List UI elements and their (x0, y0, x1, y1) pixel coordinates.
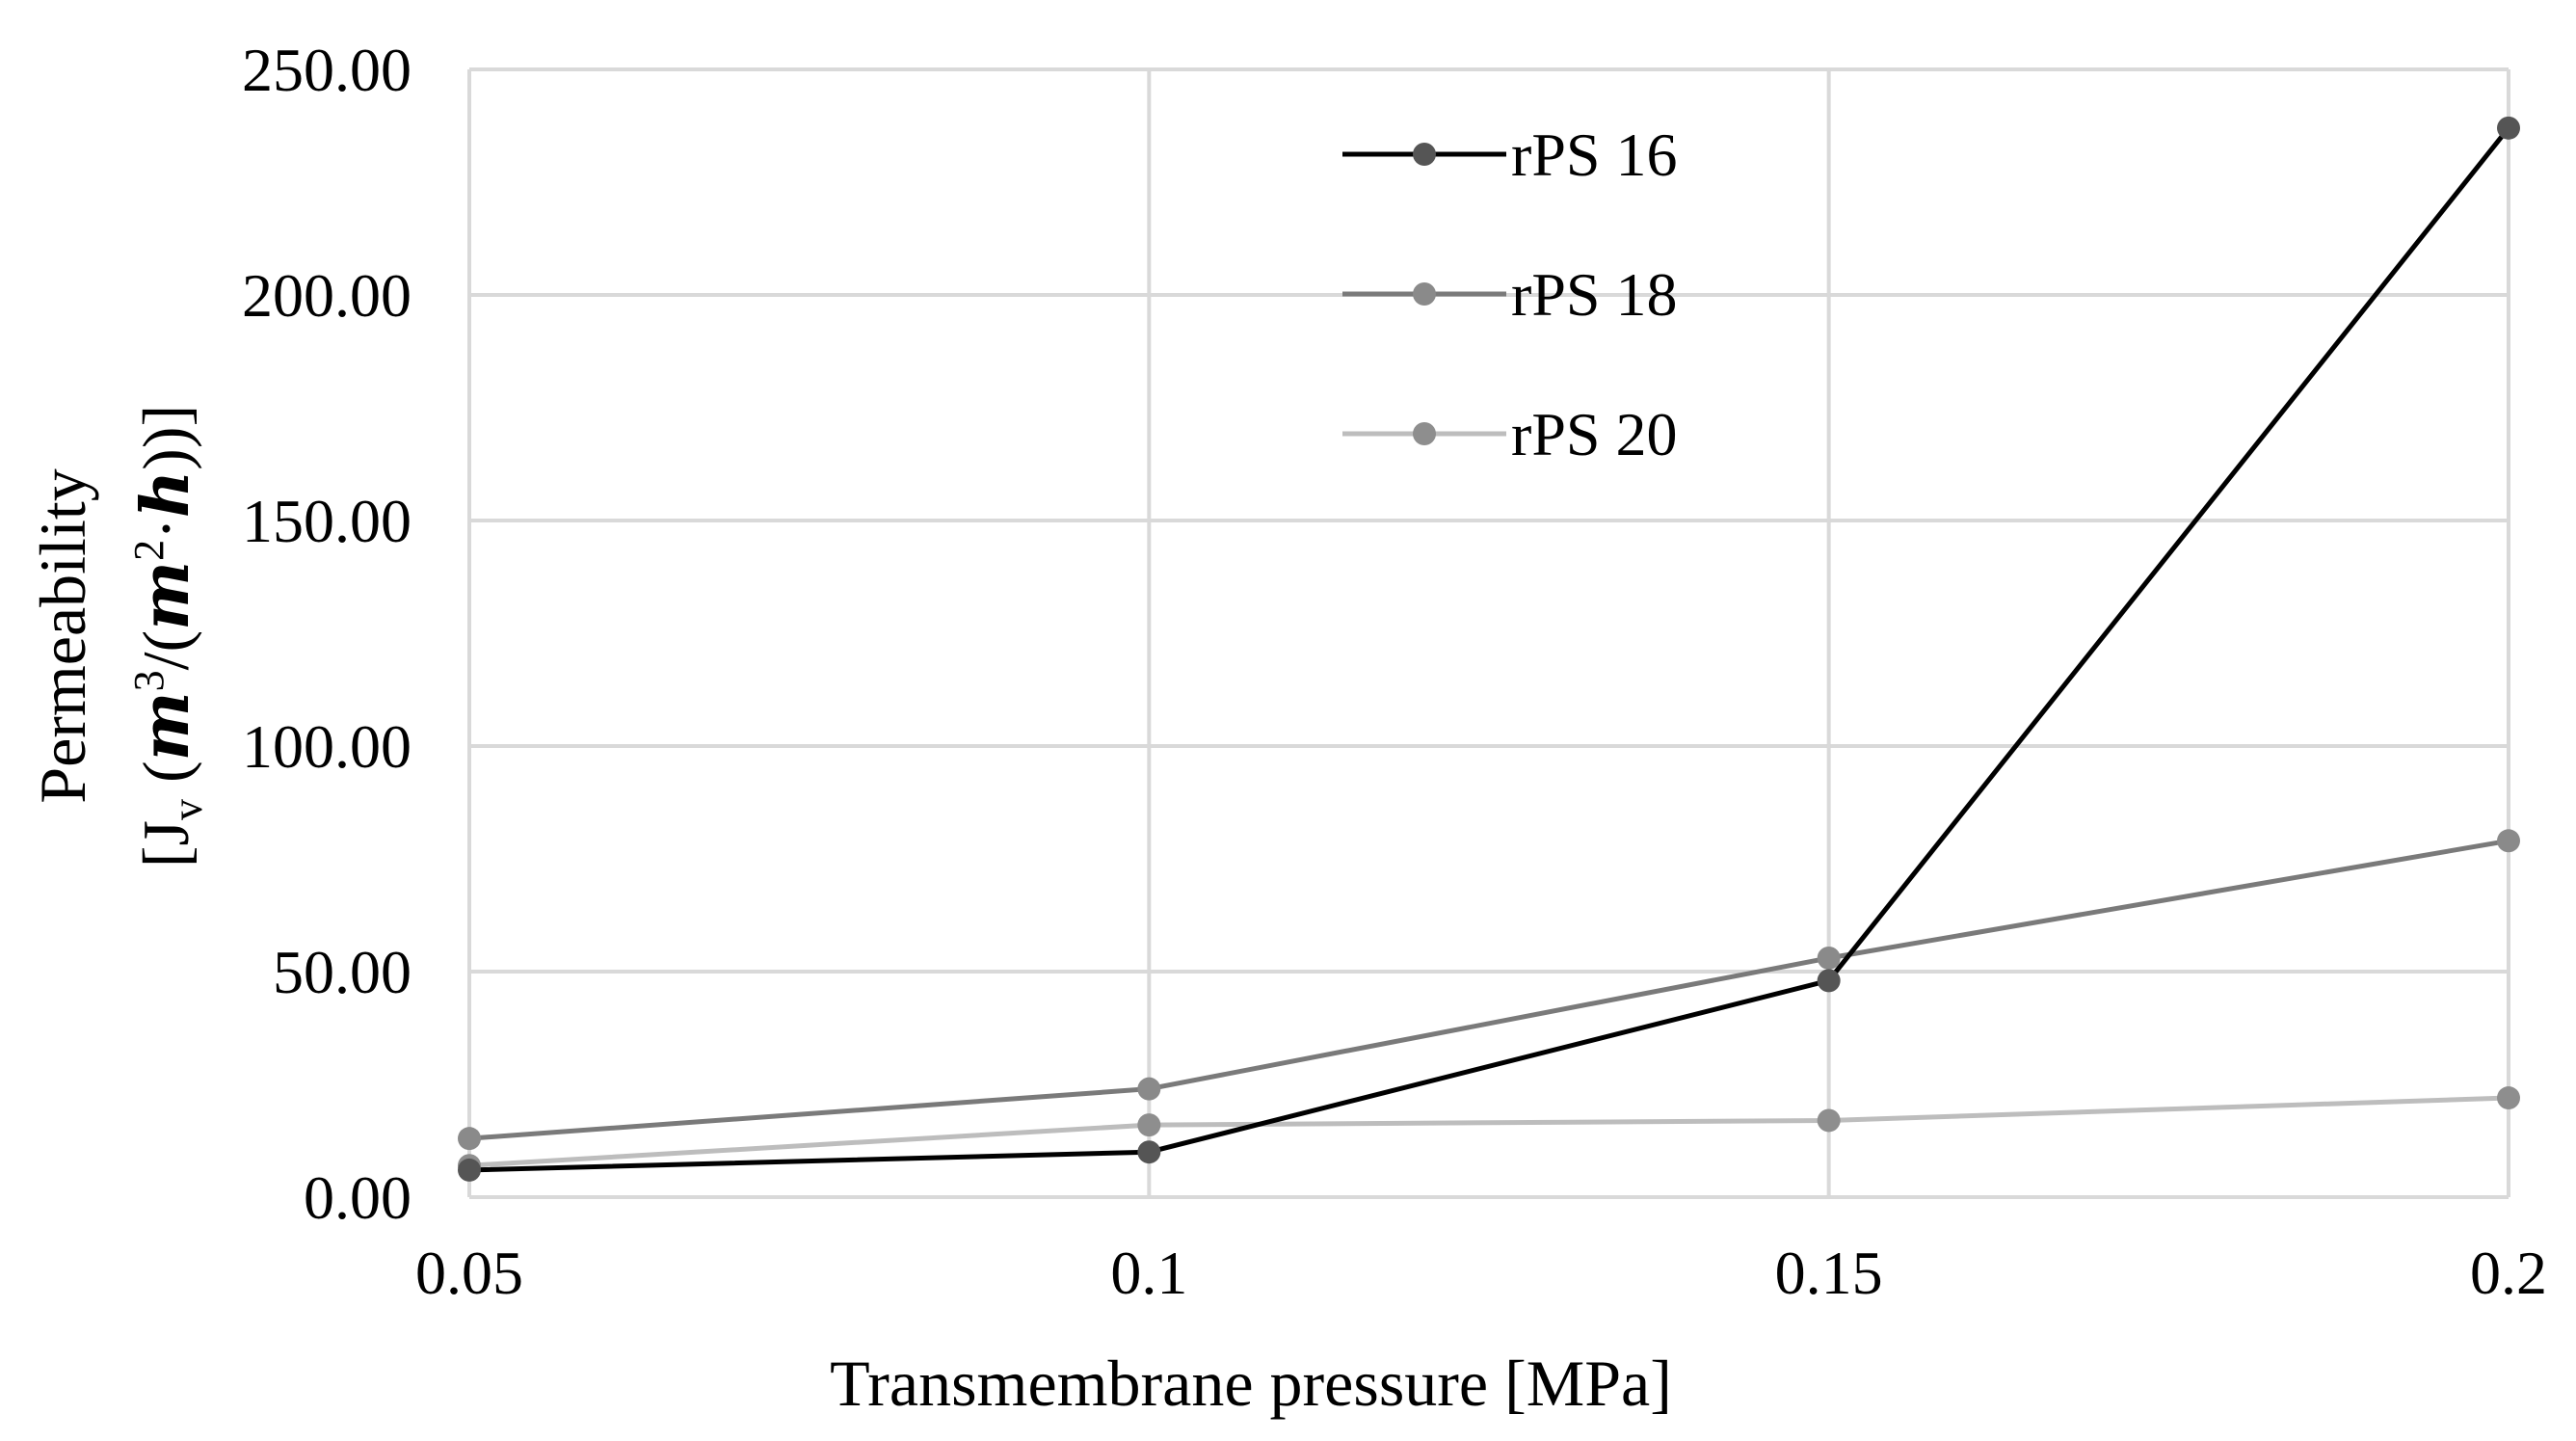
series-line-rps-18 (468, 838, 2510, 1141)
x-axis-title: Transmembrane pressure [MPa] (830, 1347, 1672, 1420)
data-point-rps-18 (1137, 1077, 1161, 1101)
ylabel-exp1: 3 (125, 670, 173, 691)
legend-label: rPS 20 (1511, 400, 1678, 468)
data-point-rps-16 (2497, 116, 2520, 140)
x-tick-label: 0.2 (2470, 1239, 2547, 1307)
legend-marker (1413, 282, 1436, 306)
ylabel-dot: · (129, 518, 202, 540)
data-point-rps-20 (2497, 1086, 2520, 1110)
legend-marker (1413, 143, 1436, 166)
data-point-rps-20 (1817, 1108, 1841, 1133)
ylabel-h: h (127, 470, 204, 518)
ylabel-close: ))] (129, 405, 202, 470)
ylabel-slash: /( (129, 630, 202, 671)
data-point-rps-20 (1137, 1113, 1161, 1137)
series-line-rps-20 (468, 1095, 2510, 1168)
grid (467, 67, 2510, 1199)
y-tick-label: 0.00 (304, 1163, 412, 1232)
y-axis-title-line2: [Jv (m3/(m2·h))] (125, 405, 211, 867)
y-axis-title-line1: Permeability (26, 468, 99, 803)
ylabel-open: [J (129, 820, 202, 867)
legend-marker (1413, 422, 1436, 445)
data-point-rps-18 (458, 1127, 481, 1151)
ylabel-exp2: 2 (125, 540, 173, 561)
ylabel-m2: m (127, 561, 204, 630)
legend: rPS 16 rPS 18 rPS 20 (1342, 120, 1678, 468)
y-axis-ticks: 0.00 50.00 100.00 150.00 200.00 250.00 (242, 36, 412, 1232)
legend-label: rPS 16 (1511, 120, 1678, 189)
data-point-rps-18 (1817, 946, 1841, 970)
x-axis-ticks: 0.05 0.1 0.15 0.2 (415, 1239, 2547, 1307)
x-tick-label: 0.15 (1775, 1239, 1883, 1307)
data-point-rps-18 (2497, 829, 2520, 853)
ylabel-paren-open: ( (129, 761, 202, 799)
y-tick-label: 200.00 (242, 261, 412, 330)
x-tick-label: 0.1 (1110, 1239, 1187, 1307)
data-point-rps-16 (1817, 969, 1841, 993)
y-tick-label: 100.00 (242, 712, 412, 781)
y-tick-label: 50.00 (273, 938, 412, 1006)
y-axis-title: Permeability [Jv (m3/(m2·h))] (26, 405, 211, 867)
y-tick-label: 150.00 (242, 487, 412, 555)
legend-label: rPS 18 (1511, 260, 1678, 329)
x-tick-label: 0.05 (415, 1239, 523, 1307)
series-group (458, 116, 2520, 1182)
ylabel-m1: m (127, 691, 204, 761)
ylabel-sub: v (164, 799, 211, 820)
y-tick-label: 250.00 (242, 36, 412, 104)
series-line-rps-16 (468, 126, 2510, 1173)
data-point-rps-16 (458, 1158, 481, 1182)
data-point-rps-16 (1137, 1140, 1161, 1164)
